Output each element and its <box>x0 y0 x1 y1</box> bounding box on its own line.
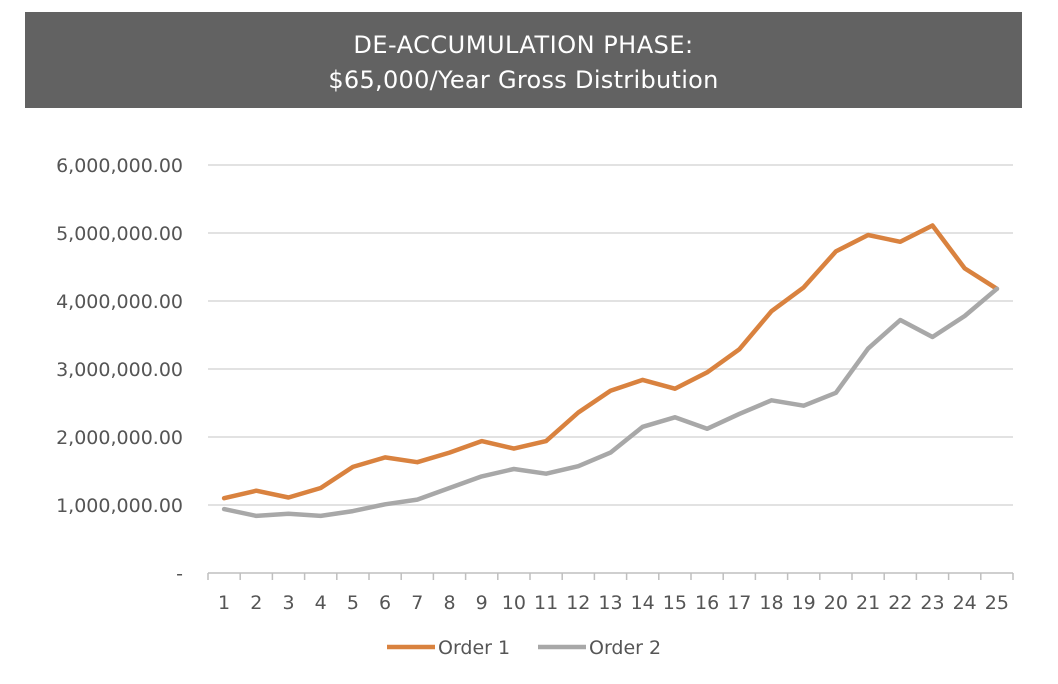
x-tick-label: 7 <box>411 592 423 614</box>
x-tick-label: 18 <box>759 592 783 614</box>
x-tick-label: 12 <box>566 592 590 614</box>
x-tick-label: 23 <box>920 592 944 614</box>
x-tick-label: 20 <box>824 592 848 614</box>
x-tick-label: 3 <box>282 592 294 614</box>
x-tick-label: 24 <box>953 592 977 614</box>
x-tick-label: 2 <box>250 592 262 614</box>
x-tick-label: 10 <box>502 592 526 614</box>
x-tick-label: 25 <box>985 592 1009 614</box>
x-tick-label: 9 <box>476 592 488 614</box>
x-tick-label: 1 <box>218 592 230 614</box>
chart-title-banner: DE-ACCUMULATION PHASE: $65,000/Year Gros… <box>25 12 1022 108</box>
series-line-1 <box>221 223 1000 501</box>
x-tick-label: 14 <box>631 592 655 614</box>
x-tick-label: 4 <box>315 592 327 614</box>
x-tick-label: 22 <box>888 592 912 614</box>
chart-subtitle: $65,000/Year Gross Distribution <box>328 66 719 94</box>
x-tick-label: 5 <box>347 592 359 614</box>
legend-label-2: Order 2 <box>589 637 661 659</box>
x-tick-label: 8 <box>443 592 455 614</box>
legend-label-1: Order 1 <box>438 637 510 659</box>
x-tick-label: 17 <box>727 592 751 614</box>
y-tick-label: 1,000,000.00 <box>56 495 183 517</box>
y-tick-label: 3,000,000.00 <box>56 359 183 381</box>
x-tick-label: 15 <box>663 592 687 614</box>
x-tick-label: 19 <box>792 592 816 614</box>
x-tick-label: 11 <box>534 592 558 614</box>
y-tick-label: - <box>176 563 183 585</box>
x-tick-label: 16 <box>695 592 719 614</box>
series-line-2 <box>221 286 1000 519</box>
y-tick-label: 6,000,000.00 <box>56 155 183 177</box>
y-tick-label: 2,000,000.00 <box>56 427 183 449</box>
x-tick-label: 21 <box>856 592 880 614</box>
y-tick-label: 4,000,000.00 <box>56 291 183 313</box>
y-tick-label: 5,000,000.00 <box>56 223 183 245</box>
x-tick-label: 6 <box>379 592 391 614</box>
chart-title: DE-ACCUMULATION PHASE: <box>353 31 694 59</box>
x-tick-label: 13 <box>598 592 622 614</box>
